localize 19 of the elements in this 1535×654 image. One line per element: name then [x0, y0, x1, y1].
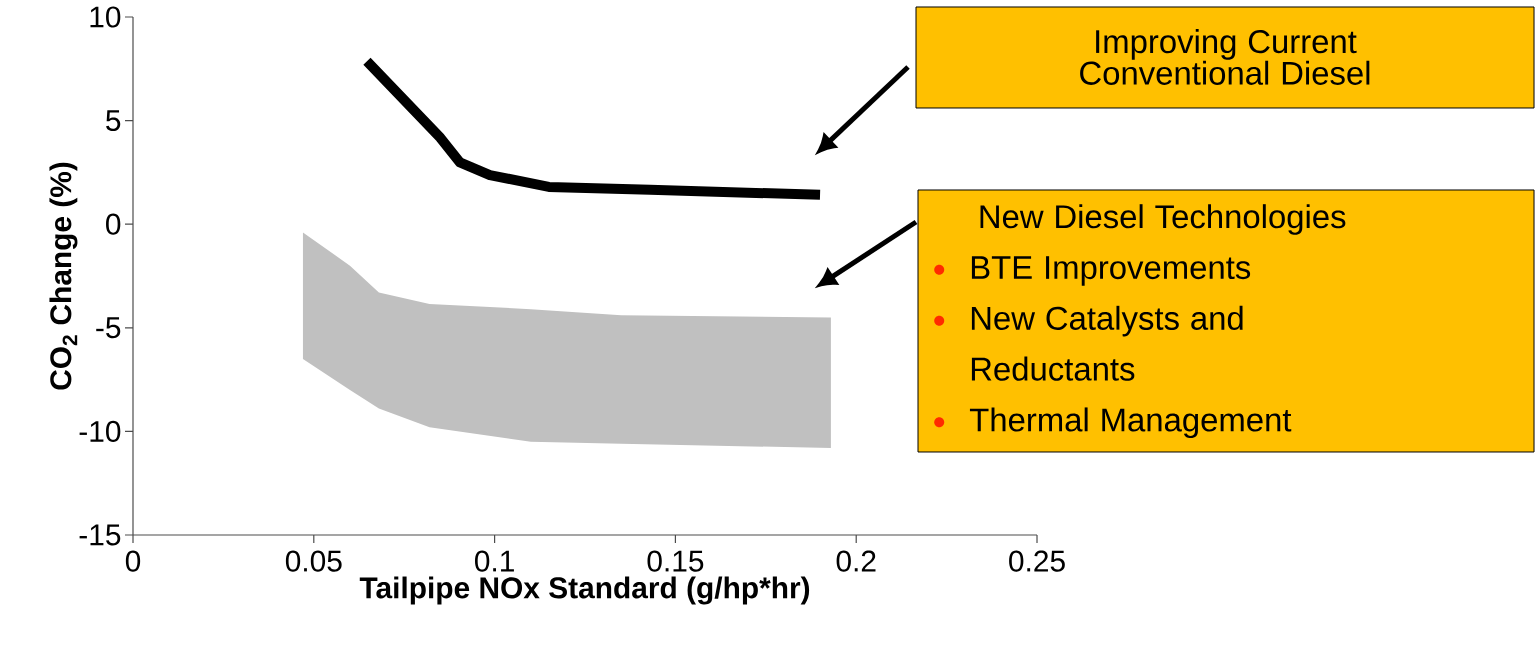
x-tick-label: 0 — [125, 550, 141, 572]
x-tick-label: 0.15 — [647, 550, 704, 572]
x-axis-title: Tailpipe NOx Standard (g/hp*hr) — [359, 576, 810, 605]
x-tick-label: 0.1 — [475, 550, 514, 572]
annotation: BTE Improvements — [971, 256, 1251, 286]
annotation: Thermal Management — [969, 407, 1292, 439]
annotation: New Catalysts and Reductants — [971, 305, 1243, 381]
y-tick-label: 10 — [90, 6, 121, 28]
y-tick-label: -15 — [79, 524, 121, 546]
y-tick-label: 0 — [106, 213, 121, 235]
text: Improving Current Conventional Diesel — [1080, 29, 1370, 85]
annotation: New Diesel Technologies — [980, 204, 1346, 235]
x-tick-label: 0.2 — [836, 550, 876, 572]
x-tick-label: 0.25 — [1009, 550, 1065, 572]
x-tick-label: 0.05 — [285, 550, 342, 572]
y-axis-title: CO$_{2}$ Change (%) — [49, 162, 78, 390]
y-tick-label: -5 — [96, 317, 121, 339]
y-tick-label: -10 — [79, 420, 121, 442]
y-tick-label: 5 — [106, 110, 121, 132]
